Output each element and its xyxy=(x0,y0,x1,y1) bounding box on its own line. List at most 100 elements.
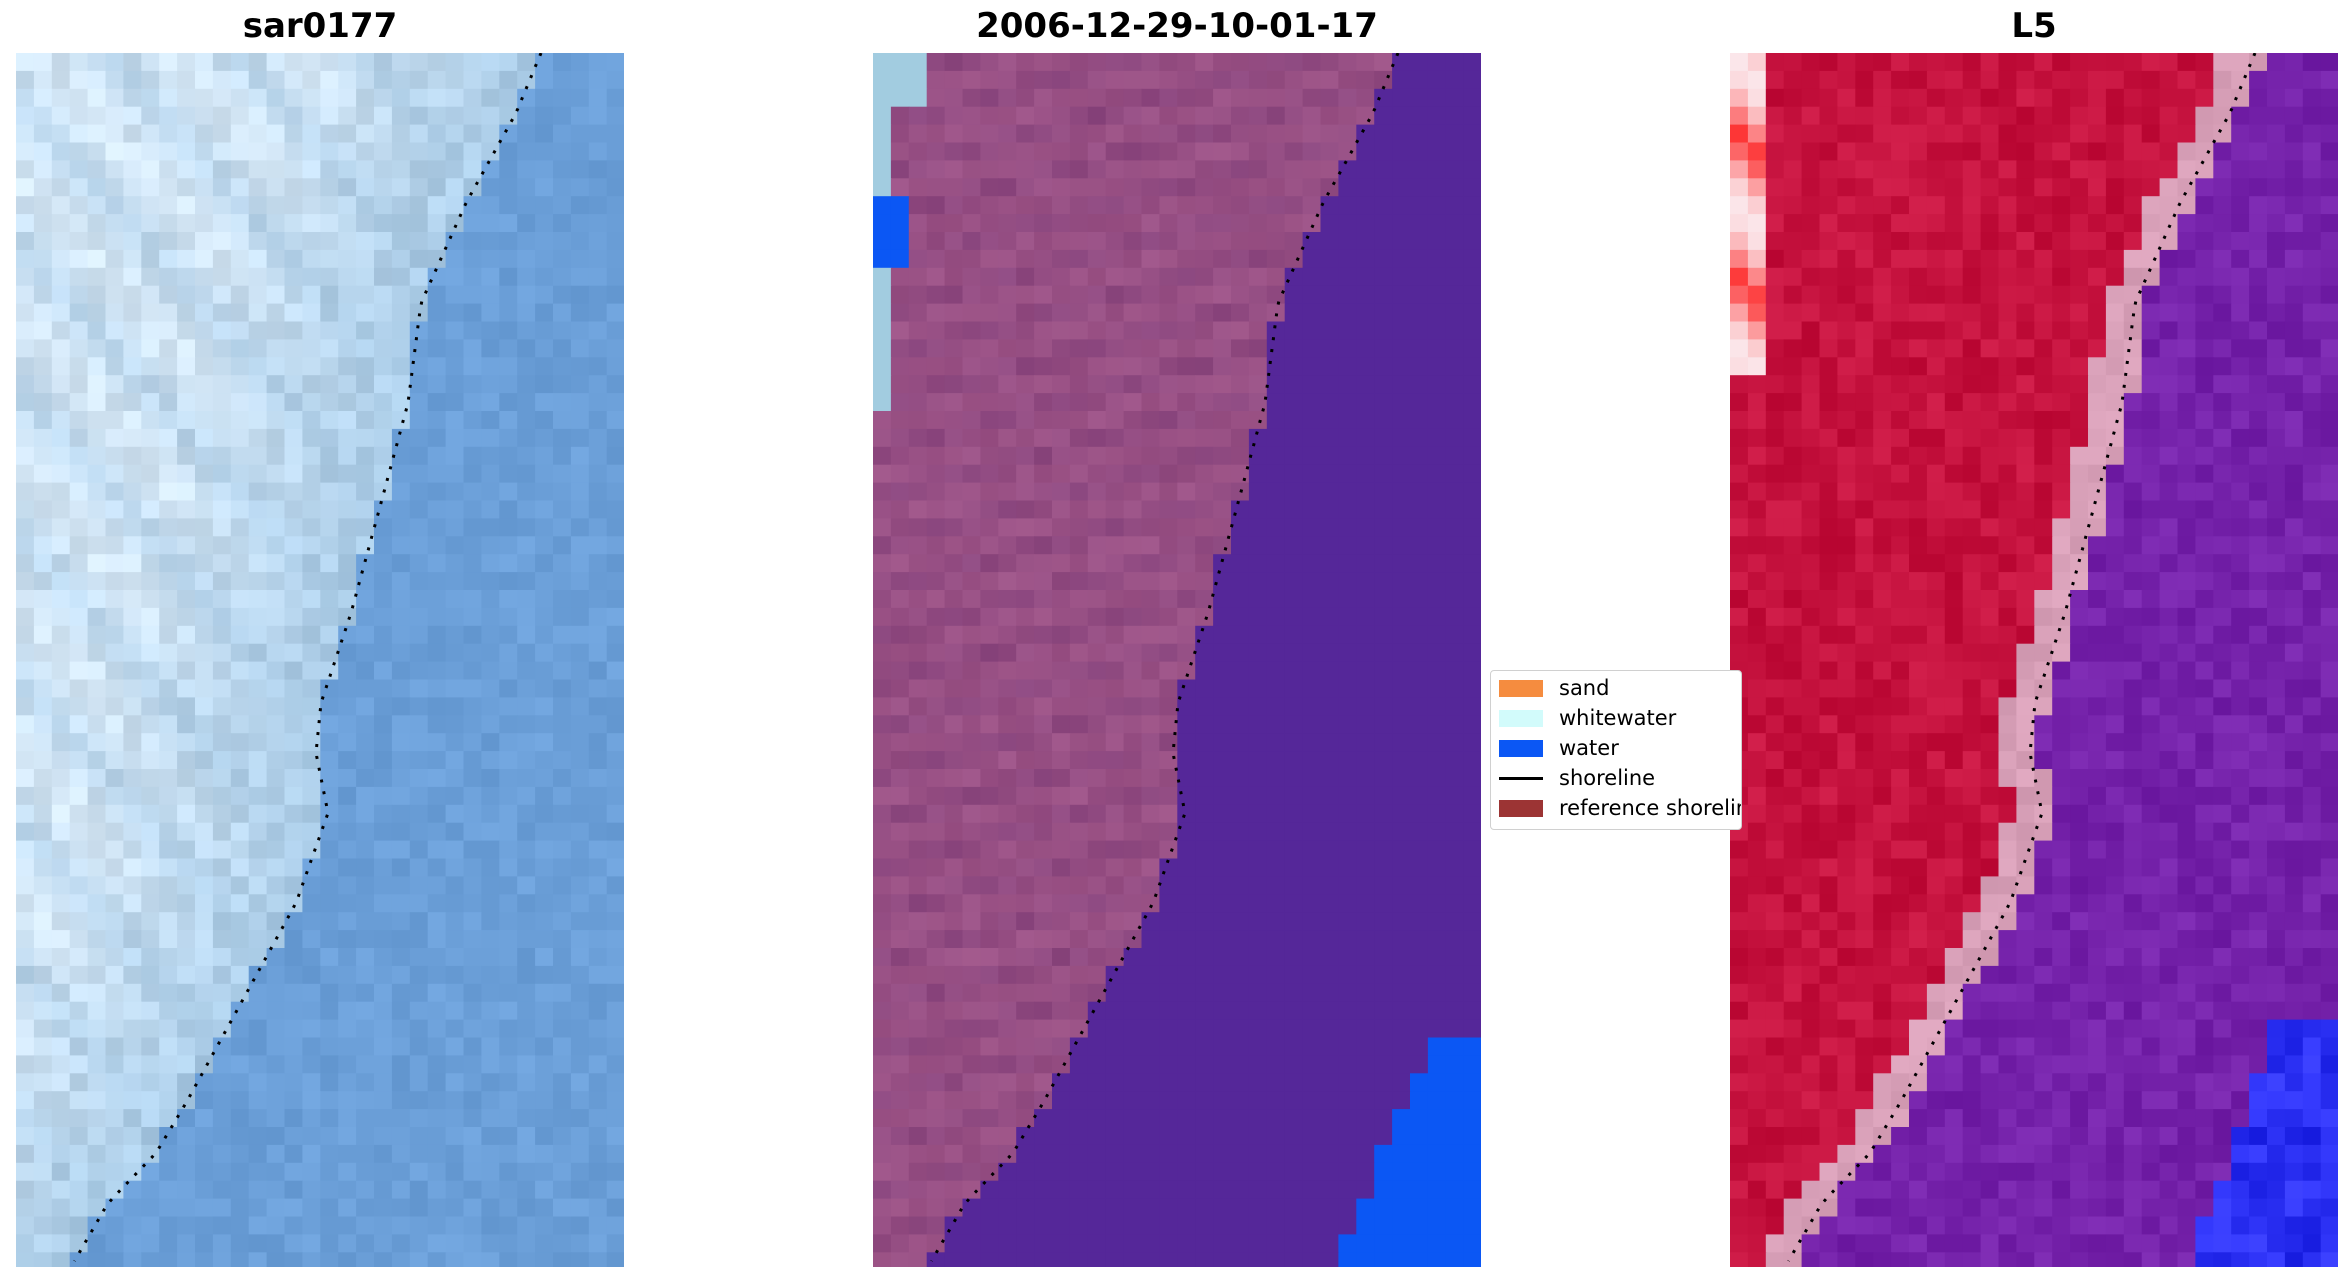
image-pixel xyxy=(606,196,624,215)
image-pixel xyxy=(499,679,518,698)
image-pixel xyxy=(1141,536,1160,555)
image-pixel xyxy=(159,983,178,1003)
image-pixel xyxy=(33,53,53,72)
image-pixel xyxy=(463,375,482,394)
image-pixel xyxy=(873,1252,892,1267)
image-pixel xyxy=(1356,858,1375,877)
image-pixel xyxy=(926,196,946,215)
image-pixel xyxy=(1410,1252,1429,1267)
image-pixel xyxy=(1392,464,1411,484)
image-pixel xyxy=(890,876,910,895)
image-pixel xyxy=(445,160,465,179)
image-pixel xyxy=(1177,661,1196,681)
image-pixel xyxy=(1392,500,1411,519)
image-pixel xyxy=(266,840,286,860)
image-pixel xyxy=(230,1144,250,1164)
image-pixel xyxy=(123,697,142,716)
image-pixel xyxy=(1392,786,1411,806)
image-pixel xyxy=(998,88,1017,108)
image-pixel xyxy=(1284,715,1304,734)
image-pixel xyxy=(16,948,35,967)
image-pixel xyxy=(69,393,89,412)
image-pixel xyxy=(463,894,482,913)
image-pixel xyxy=(356,339,375,358)
image-pixel xyxy=(195,1216,214,1235)
image-pixel xyxy=(338,446,357,466)
image-pixel xyxy=(1356,607,1375,627)
image-pixel xyxy=(517,393,536,412)
image-pixel xyxy=(320,751,339,770)
image-pixel xyxy=(195,1127,214,1146)
image-pixel xyxy=(195,411,214,430)
image-pixel xyxy=(1052,70,1071,90)
image-pixel xyxy=(374,894,393,913)
image-pixel xyxy=(1320,661,1339,681)
image-pixel xyxy=(391,1180,411,1200)
image-pixel xyxy=(338,786,357,806)
image-pixel xyxy=(248,643,268,663)
image-pixel xyxy=(1159,214,1178,233)
image-pixel xyxy=(69,196,89,215)
image-pixel xyxy=(230,232,250,251)
image-pixel xyxy=(1248,1109,1268,1128)
image-pixel xyxy=(926,70,946,90)
image-pixel xyxy=(391,1001,411,1021)
image-pixel xyxy=(1016,1109,1035,1128)
image-pixel xyxy=(1374,697,1393,716)
image-pixel xyxy=(926,983,946,1003)
image-pixel xyxy=(1837,53,1856,72)
image-pixel xyxy=(427,643,447,663)
image-pixel xyxy=(51,214,71,233)
image-pixel xyxy=(302,643,321,663)
image-pixel xyxy=(195,876,214,895)
image-pixel xyxy=(588,1216,608,1235)
image-pixel xyxy=(1320,160,1339,179)
image-pixel xyxy=(1427,285,1447,305)
image-pixel xyxy=(1087,53,1107,72)
image-pixel xyxy=(284,715,303,734)
image-pixel xyxy=(374,321,393,340)
image-pixel xyxy=(302,106,321,126)
image-pixel xyxy=(51,357,71,376)
image-pixel xyxy=(1801,142,1821,161)
image-pixel xyxy=(2016,106,2035,126)
image-pixel xyxy=(998,769,1017,788)
image-pixel xyxy=(1338,232,1357,251)
image-pixel xyxy=(51,1198,71,1218)
image-pixel xyxy=(998,590,1017,609)
image-pixel xyxy=(926,249,946,269)
image-pixel xyxy=(159,804,178,824)
image-pixel xyxy=(445,339,465,358)
image-pixel xyxy=(1463,1252,1481,1267)
image-pixel xyxy=(890,106,910,126)
image-pixel xyxy=(1374,679,1393,698)
image-pixel xyxy=(1016,912,1035,931)
image-pixel xyxy=(1248,840,1268,860)
image-pixel xyxy=(499,428,518,448)
image-pixel xyxy=(1159,1055,1178,1074)
image-pixel xyxy=(1730,232,1749,251)
image-pixel xyxy=(1445,106,1465,126)
image-pixel xyxy=(1248,232,1268,251)
image-pixel xyxy=(1320,446,1339,466)
image-pixel xyxy=(1410,983,1429,1003)
image-pixel xyxy=(1052,88,1071,108)
image-pixel xyxy=(374,393,393,412)
image-pixel xyxy=(51,1234,71,1253)
image-pixel xyxy=(230,1001,250,1021)
image-pixel xyxy=(141,1037,160,1056)
image-pixel xyxy=(266,769,286,788)
image-pixel xyxy=(2070,88,2089,108)
image-pixel xyxy=(1998,70,2017,90)
image-pixel xyxy=(2141,214,2161,233)
image-pixel xyxy=(1159,518,1178,537)
image-pixel xyxy=(1248,769,1268,788)
image-pixel xyxy=(1177,1019,1196,1039)
image-pixel xyxy=(1463,214,1481,233)
image-pixel xyxy=(1034,751,1053,770)
image-pixel xyxy=(2177,142,2196,161)
image-pixel xyxy=(141,482,160,502)
image-pixel xyxy=(87,267,107,287)
image-pixel xyxy=(1231,536,1250,555)
image-pixel xyxy=(481,1162,500,1182)
